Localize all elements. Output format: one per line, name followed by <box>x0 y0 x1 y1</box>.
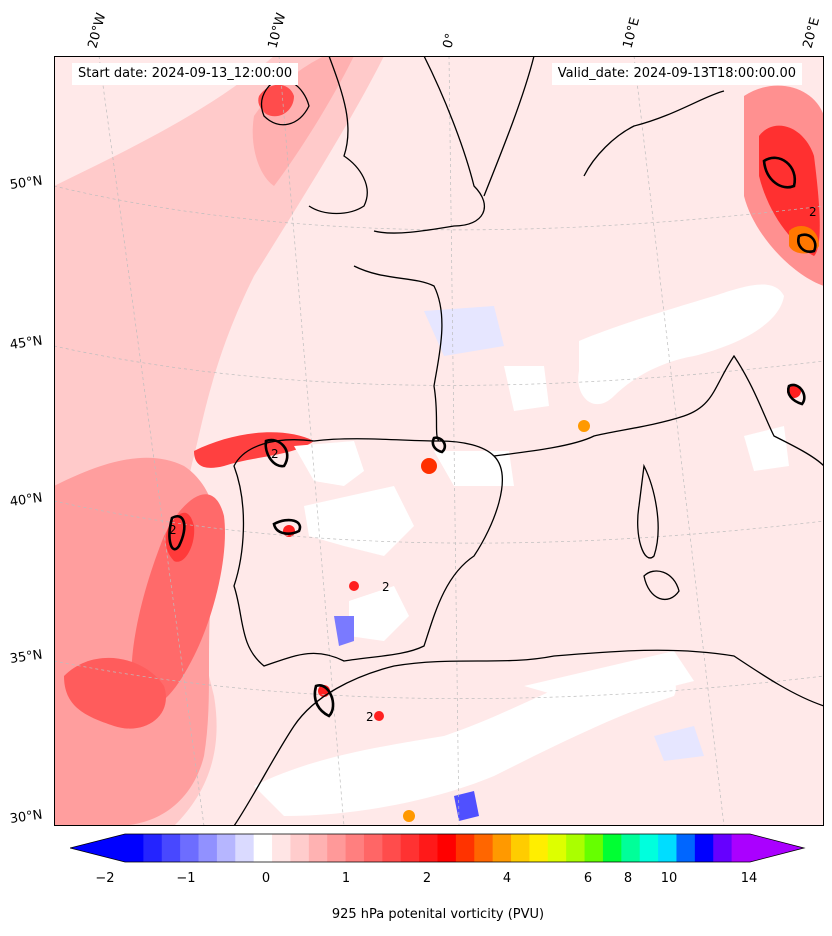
contour-label: 2 <box>366 710 374 724</box>
alps-mask <box>578 284 784 405</box>
colorbar-label: −1 <box>176 871 196 886</box>
colorbar-swatch <box>658 834 677 862</box>
colorbar-swatch <box>419 834 438 862</box>
colorbar-swatch <box>676 834 696 862</box>
colorbar-swatch <box>143 834 163 862</box>
pv-2-contours <box>168 156 817 718</box>
colorbar-swatch <box>161 834 181 862</box>
central-europe-pv-peak <box>789 226 819 254</box>
colorbar-swatch <box>602 834 622 862</box>
colorbar-swatch <box>253 834 273 862</box>
colorbar-label: −2 <box>95 871 115 886</box>
atlas-mask-east <box>524 651 694 706</box>
iberia-mask-north <box>294 441 364 486</box>
colorbar-outline <box>70 833 806 863</box>
colorbar-title: 925 hPa potenital vorticity (PVU) <box>331 907 545 922</box>
pv-hotspot-6 <box>374 711 384 721</box>
contour-label: 2 <box>271 447 279 461</box>
cantabrian-pv-ridge <box>194 432 314 468</box>
iberia-mask-central <box>304 486 414 556</box>
negative-pv-patch-3 <box>334 616 354 646</box>
lat-tick-30n: 30°N <box>8 807 44 827</box>
southwest-pv-max <box>64 657 166 729</box>
massif-central-mask <box>504 366 549 411</box>
colorbar-swatch <box>125 834 144 862</box>
negative-pv-patch-1 <box>424 306 504 356</box>
pv-hotspot-3 <box>283 525 295 537</box>
colorbar-label: 1 <box>341 871 351 886</box>
colorbar-extend-high <box>750 834 804 862</box>
colorbar-label: 2 <box>422 871 432 886</box>
colorbar-label: 10 <box>660 871 678 886</box>
colorbar-swatch <box>639 834 659 862</box>
start-date-label: Start date: 2024-09-13_12:00:00 <box>72 63 299 85</box>
colorbar-swatch <box>437 834 457 862</box>
colorbar-swatch <box>584 834 604 862</box>
colorbar-swatch <box>455 834 475 862</box>
pv-2-contour-labels: 2 2 2 2 2 <box>169 205 817 724</box>
colorbar-swatch <box>235 834 255 862</box>
colorbar-swatch <box>382 834 402 862</box>
colorbar-extend-low <box>70 834 125 862</box>
valid-date-label: Valid_date: 2024-09-13T18:00:00.00 <box>551 63 802 85</box>
lon-tick-10e: 10°E <box>620 15 644 51</box>
colorbar-swatch <box>621 834 641 862</box>
contour-label: 2 <box>382 580 390 594</box>
colorbar-swatch <box>290 834 310 862</box>
pv-hotspot-2 <box>578 420 590 432</box>
colorbar-swatch <box>547 834 567 862</box>
colorbar-label: 14 <box>740 871 758 886</box>
contour-label: 2 <box>169 523 177 537</box>
atlas-mask <box>254 663 676 816</box>
pv-hotspot-4 <box>349 581 359 591</box>
lon-tick-0: 0° <box>440 31 459 50</box>
colorbar-swatch <box>694 834 714 862</box>
colorbar-swatch <box>363 834 383 862</box>
sierra-nevada-mask <box>349 586 409 641</box>
pv-hotspot-1 <box>421 458 437 474</box>
negative-pv-patch-4 <box>454 791 479 821</box>
colorbar-swatch <box>345 834 365 862</box>
lon-tick-10w: 10°W <box>265 11 290 50</box>
lat-tick-50n: 50°N <box>8 173 44 193</box>
lat-tick-35n: 35°N <box>8 647 44 667</box>
lon-tick-20w: 20°W <box>85 11 110 50</box>
colorbar-swatch <box>713 834 733 862</box>
pv-map: 2 2 2 2 2 <box>54 56 824 826</box>
colorbar-label: 6 <box>583 871 593 886</box>
colorbar-swatch <box>474 834 494 862</box>
colorbar-swatch <box>180 834 200 862</box>
lat-tick-40n: 40°N <box>8 490 44 510</box>
colorbar-swatch <box>308 834 328 862</box>
colorbar <box>70 833 806 863</box>
lat-tick-45n: 45°N <box>8 333 44 353</box>
colorbar-swatch <box>216 834 236 862</box>
contour-label: 2 <box>809 205 817 219</box>
colorbar-swatch <box>566 834 586 862</box>
colorbar-swatch <box>511 834 530 862</box>
colorbar-label: 0 <box>261 871 271 886</box>
colorbar-swatch <box>529 834 549 862</box>
colorbar-swatch <box>400 834 420 862</box>
negative-pv-patch-2 <box>654 726 704 761</box>
colorbar-swatch <box>272 834 291 862</box>
colorbar-swatch <box>327 834 347 862</box>
atlantic-pv-streak <box>131 494 225 709</box>
colorbar-swatch <box>731 834 751 862</box>
lon-tick-20e: 20°E <box>800 15 824 51</box>
colorbar-swatch <box>492 834 512 862</box>
map-frame <box>54 56 824 826</box>
ireland-pv-max <box>258 84 294 117</box>
pv-hotspot-8 <box>403 810 415 822</box>
colorbar-label: 8 <box>623 871 633 886</box>
colorbar-label: 4 <box>502 871 512 886</box>
colorbar-swatch <box>198 834 218 862</box>
